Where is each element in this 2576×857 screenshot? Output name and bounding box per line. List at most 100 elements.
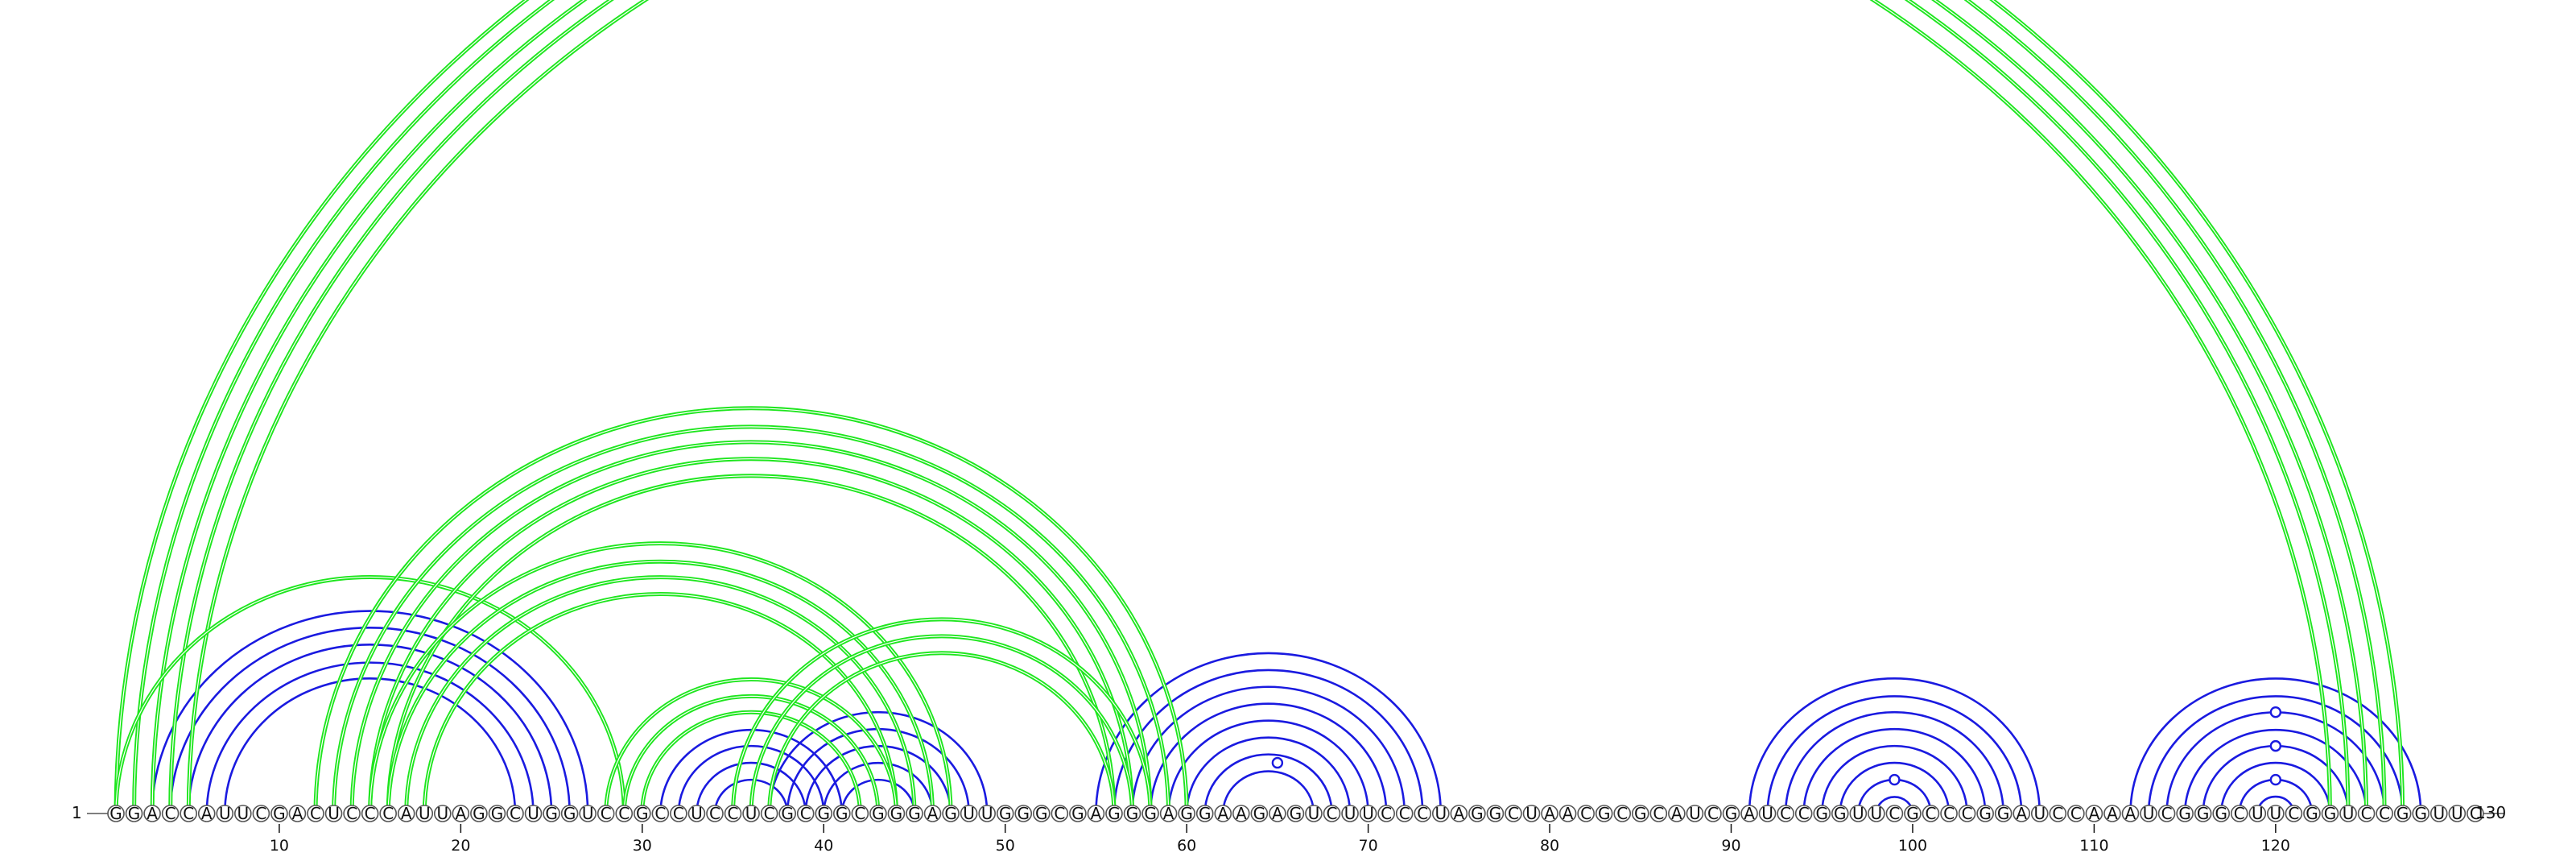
nucleotide-circle [2267, 805, 2285, 822]
nucleotide: A [1541, 804, 1558, 823]
nucleotide-circle [252, 805, 270, 822]
nucleotide-letter: G [2178, 804, 2191, 823]
nucleotide-letter: C [1962, 804, 1973, 823]
nucleotide-letter: A [1272, 804, 1283, 823]
nucleotide-letter: G [1634, 804, 1647, 823]
green-pair-arc-inner [170, 0, 2349, 814]
nucleotide-letter: U [2143, 804, 2155, 823]
nucleotide: A [1159, 804, 1178, 823]
nucleotide-circle [2412, 805, 2430, 822]
nucleotide: G [1813, 804, 1831, 823]
nucleotide: G [906, 804, 923, 823]
nucleotide-letter: G [1253, 804, 1266, 823]
nucleotide-circle [324, 805, 343, 822]
blue-pair-arc [151, 610, 589, 814]
nucleotide-circle [2067, 805, 2085, 822]
nucleotide: U [234, 804, 252, 823]
nucleotide: C [1377, 804, 1395, 823]
nucleotide-circle [543, 805, 560, 822]
nucleotide-circle [2030, 805, 2049, 822]
nucleotide: C [1885, 804, 1904, 823]
nucleotide: G [470, 804, 488, 823]
nucleotide: G [1631, 804, 1649, 823]
nucleotide-letter: U [582, 804, 594, 823]
nucleotide: G [2194, 804, 2212, 823]
nucleotide-circle [180, 805, 197, 822]
nucleotide-letter: C [1381, 804, 1392, 823]
nucleotide-circle [234, 805, 252, 822]
nucleotide: U [324, 804, 343, 823]
nucleotide-letter: C [1327, 804, 1338, 823]
nucleotide: G [887, 804, 906, 823]
nucleotide-circle [452, 805, 470, 822]
blue-pair-arc [2183, 728, 2368, 814]
blue-pair-arc [840, 778, 916, 814]
nucleotide-circle [2393, 805, 2412, 822]
nucleotide-letter: G [1979, 804, 1992, 823]
nucleotide-letter: A [1744, 804, 1755, 823]
nucleotide-circle [1849, 805, 1868, 822]
nucleotide-circle [1087, 805, 1105, 822]
nucleotide-letter: A [1236, 804, 1247, 823]
tick-100: 100 [1898, 824, 1927, 855]
nucleotide-circle [942, 805, 960, 822]
tick-label: 120 [2261, 837, 2290, 855]
nucleotide-letter: G [2414, 804, 2427, 823]
nucleotide-circle [1777, 805, 1794, 822]
nucleotide-letter: U [691, 804, 703, 823]
blue-pair-arc [2147, 695, 2404, 814]
nucleotide: A [1087, 804, 1105, 823]
tick-label: 70 [1359, 837, 1378, 855]
nucleotide-letter: A [456, 804, 467, 823]
nucleotide-letter: C [1943, 804, 1955, 823]
sequence-end-label: 130 [2475, 803, 2506, 822]
nucleotide-circle [960, 805, 978, 822]
tick-label: 90 [1721, 837, 1740, 855]
nucleotide-circle [634, 805, 651, 822]
nucleotide-circle [1414, 805, 1432, 822]
nucleotide: G [815, 804, 833, 823]
green-helix [114, 0, 2405, 814]
nucleotide-circle [2140, 805, 2157, 822]
green-pair-arc-inner [387, 561, 934, 814]
nucleotide-circle [1558, 805, 1577, 822]
green-pair-arc [368, 457, 1135, 814]
nucleotide-circle [488, 805, 506, 822]
green-pair-arc-inner [315, 408, 1187, 814]
nucleotide-circle [2212, 805, 2231, 822]
nucleotide-circle [1649, 805, 1668, 822]
nucleotide: A [1740, 804, 1758, 823]
nucleotide-circle [1178, 805, 1195, 822]
nucleotide: U [415, 804, 434, 823]
nucleotide-letter: A [1453, 804, 1464, 823]
nucleotide-circle [651, 805, 670, 822]
blue-pair-arc [1221, 770, 1315, 814]
nucleotide-circle [1686, 805, 1704, 822]
nucleotide-circle [1994, 805, 2013, 822]
nucleotide-circle [906, 805, 923, 822]
tick-label: 20 [451, 837, 470, 855]
nucleotide: U [1868, 804, 1885, 823]
nucleotide: C [2467, 804, 2484, 823]
nucleotide-circle [1505, 805, 1522, 822]
green-pair-arc-inner [623, 695, 879, 814]
pair-marker [1271, 756, 1284, 769]
pair-marker [2269, 739, 2282, 752]
blue-pair-arc [1766, 695, 2023, 814]
nucleotide-circle [1740, 805, 1758, 822]
nucleotide-circle [2339, 805, 2357, 822]
nucleotide: U [2267, 804, 2285, 823]
nucleotide: A [288, 804, 307, 823]
nucleotide-letter: U [436, 804, 448, 823]
nucleotide-letter: G [128, 804, 141, 823]
nucleotide-circle [687, 805, 706, 822]
nucleotide-circle [978, 805, 996, 822]
blue-pair-arc [1113, 669, 1424, 814]
nucleotide: U [1305, 804, 1323, 823]
nucleotide-circle [1704, 805, 1722, 822]
pair-marker [1889, 773, 1901, 786]
nucleotide: C [361, 804, 379, 823]
nucleotide-circle [1069, 805, 1087, 822]
nucleotide: C [252, 804, 270, 823]
nucleotide-letter: U [1435, 804, 1447, 823]
